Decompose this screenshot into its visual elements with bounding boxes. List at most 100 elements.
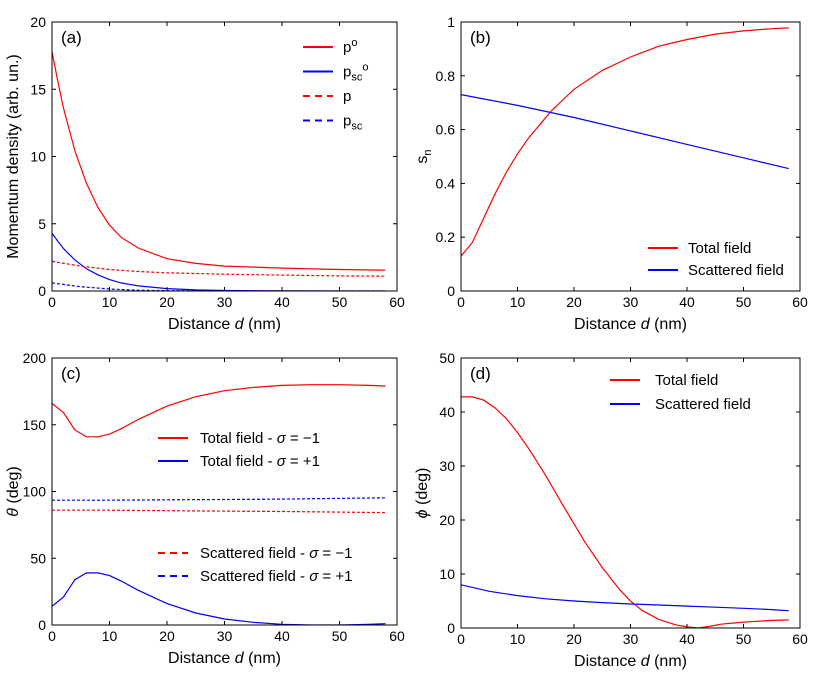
y-tick-label: 20 — [439, 512, 455, 528]
panel-b: 0 10 20 30 40 50 60 0 0.2 0.4 0.6 0.8 1 Distance d (n… — [414, 14, 808, 333]
legend-entry-label: Total field — [688, 240, 751, 257]
y-axis-label: θ (deg) — [5, 466, 22, 516]
x-tick-label: 0 — [457, 631, 465, 647]
x-tick-label: 60 — [792, 294, 808, 310]
x-tick-label: 50 — [332, 294, 348, 310]
panel-label: (b) — [470, 28, 491, 47]
x-tick-label: 10 — [510, 631, 526, 647]
series-line — [52, 51, 386, 271]
x-tick-label: 40 — [274, 294, 290, 310]
panel-d: 0 10 20 30 40 50 60 0 10 20 30 40 50 Distance d (nm) ϕ… — [414, 350, 808, 670]
series-line — [52, 572, 386, 625]
x-tick-label: 10 — [102, 294, 118, 310]
series-line — [461, 27, 789, 257]
legend-entry-label: Scattered field — [688, 262, 784, 279]
y-tick-label: 0.8 — [436, 68, 456, 84]
legend-text: Total field - — [200, 430, 277, 447]
y-axis-label-unit: (deg) — [414, 468, 431, 510]
y-tick-label: 0 — [38, 283, 46, 299]
legend-value: = +1 — [318, 568, 352, 585]
x-axis-label-unit: (nm) — [244, 316, 281, 333]
series-line — [461, 584, 789, 612]
x-tick-label: 20 — [159, 294, 175, 310]
x-axis-label: Distance d (nm) — [574, 653, 687, 670]
series-line — [52, 509, 386, 514]
y-tick-label: 0 — [38, 617, 46, 633]
legend-subscript: sc — [351, 121, 363, 133]
x-tick-label: 40 — [274, 628, 290, 644]
axes-frame — [51, 21, 398, 292]
series-line — [52, 260, 386, 277]
x-axis-label-text: Distance — [168, 316, 235, 333]
series-line — [52, 232, 386, 291]
y-axis-label: ϕ (deg) — [414, 468, 431, 519]
x-axis-label: Distance d (nm) — [168, 650, 281, 667]
legend-entry-label: Scattered field - σ = −1 — [200, 545, 352, 562]
legend-entry-label: Scattered field - σ = +1 — [200, 568, 352, 585]
legend-entry-label: Total field - σ = +1 — [200, 453, 320, 470]
x-tick-label: 50 — [736, 631, 752, 647]
y-tick-label: 200 — [23, 350, 47, 366]
legend-entry-label: Total field - σ = −1 — [200, 430, 320, 447]
y-axis-label-var: ϕ — [414, 509, 431, 518]
x-tick-label: 20 — [566, 294, 582, 310]
legend-value: = +1 — [286, 453, 320, 470]
y-tick-label: 10 — [439, 566, 455, 582]
y-tick-label: 5 — [38, 216, 46, 232]
legend-text: Scattered field - — [200, 545, 309, 562]
x-axis-label-text: Distance — [574, 316, 641, 333]
y-tick-label: 50 — [30, 550, 46, 566]
x-tick-label: 10 — [510, 294, 526, 310]
x-tick-label: 50 — [736, 294, 752, 310]
legend-text: Scattered field - — [200, 568, 309, 585]
x-tick-label: 40 — [679, 294, 695, 310]
x-axis-label: Distance d (nm) — [168, 316, 281, 333]
panel-label: (a) — [61, 28, 82, 47]
y-tick-label: 150 — [23, 417, 47, 433]
legend-entry-label: psco — [343, 62, 368, 84]
legend-entry-label: Scattered field — [655, 396, 751, 413]
x-axis-label-text: Distance — [574, 653, 641, 670]
legend-entry-label: Total field — [655, 372, 718, 389]
legend-entry-label: psc — [343, 113, 363, 133]
y-tick-label: 0.6 — [436, 122, 456, 138]
y-tick-label: 10 — [30, 149, 46, 165]
legend-sigma: σ — [277, 453, 287, 470]
x-tick-label: 30 — [217, 628, 233, 644]
x-tick-label: 0 — [48, 294, 56, 310]
x-axis-label: Distance d (nm) — [574, 316, 687, 333]
x-axis-label-var: d — [641, 653, 651, 670]
legend-symbol: p — [343, 64, 351, 81]
y-axis-label-main: s — [414, 156, 431, 164]
legend-entry-label: po — [343, 37, 357, 56]
series-line — [461, 94, 789, 170]
x-tick-label: 60 — [389, 294, 405, 310]
series-line — [461, 396, 789, 628]
x-tick-label: 30 — [623, 631, 639, 647]
x-axis-label-unit: (nm) — [650, 316, 687, 333]
y-tick-label: 1 — [447, 14, 455, 30]
x-axis-label-unit: (nm) — [650, 653, 687, 670]
panel-label: (d) — [470, 364, 491, 383]
legend-sigma: σ — [277, 430, 287, 447]
legend-text: Total field - — [200, 453, 277, 470]
legend-symbol: p — [343, 39, 351, 56]
y-axis-label: sn — [414, 149, 434, 163]
x-tick-label: 0 — [457, 294, 465, 310]
x-tick-label: 40 — [679, 631, 695, 647]
legend-subscript: sc — [351, 72, 363, 84]
series-line — [52, 497, 386, 501]
series-line — [52, 384, 386, 438]
y-tick-label: 20 — [30, 14, 46, 30]
y-tick-label: 50 — [439, 350, 455, 366]
x-tick-label: 50 — [332, 628, 348, 644]
x-axis-label-var: d — [235, 650, 245, 667]
x-tick-label: 20 — [566, 631, 582, 647]
x-axis-label-var: d — [641, 316, 651, 333]
x-tick-label: 20 — [159, 628, 175, 644]
panel-c: 0 10 20 30 40 50 60 0 50 100 150 200 Distance d (nm)… — [5, 350, 405, 667]
legend-superscript: o — [351, 37, 357, 49]
x-axis-label-var: d — [235, 316, 245, 333]
